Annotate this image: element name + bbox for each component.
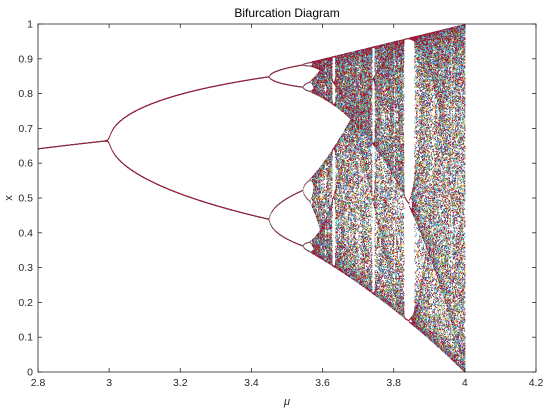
x-tick-label: 4.2 [529,377,544,389]
y-tick-label: 0.5 [18,193,33,205]
y-tick-label: 0.6 [18,158,33,170]
x-tick-label: 3.4 [244,377,259,389]
y-tick-label: 0.2 [18,297,33,309]
y-tick-label: 0.1 [18,332,33,344]
x-tick-label: 3.8 [386,377,401,389]
y-tick-label: 0.4 [18,227,33,239]
x-axis-label: μ [283,396,290,408]
data-points [38,24,466,373]
x-tick-label: 4 [462,377,468,389]
y-axis-label: x [3,195,15,201]
x-tick-label: 3.6 [315,377,330,389]
data-point-series-7 [38,24,466,373]
y-tick-label: 0.7 [18,123,33,135]
y-tick-label: 0 [27,367,33,379]
x-tick-label: 3.2 [173,377,188,389]
x-tick-label: 2.8 [31,377,46,389]
axes: 2.8 3 3.2 3.4 3.6 3.8 4 4.2 0 0.1 0.2 0.3 0.4 0.5 0.6 0… [18,19,543,390]
y-tick-label: 0.9 [18,53,33,65]
x-tick-label: 3 [106,377,112,389]
chart-title: Bifurcation Diagram [234,6,339,20]
y-tick-label: 0.3 [18,262,33,274]
y-tick-label: 1 [27,19,33,31]
y-tick-label: 0.8 [18,88,33,100]
